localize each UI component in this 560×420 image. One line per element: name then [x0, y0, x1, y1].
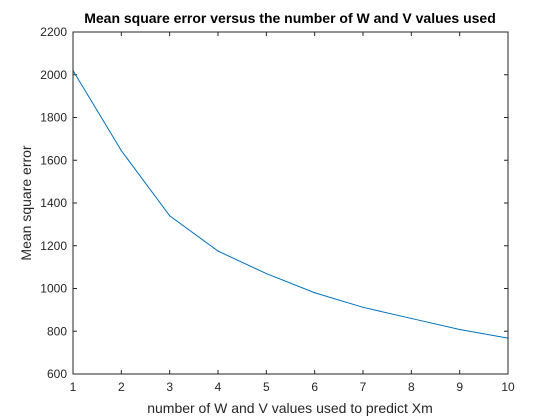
- data-point: [314, 292, 316, 294]
- series-layer: [72, 69, 509, 339]
- data-point: [265, 272, 267, 275]
- y-tick-label: 800: [47, 324, 67, 338]
- y-tick-label: 1400: [40, 196, 67, 210]
- x-tick-label: 1: [70, 380, 77, 394]
- data-point: [120, 150, 122, 152]
- x-tick-label: 3: [166, 380, 173, 394]
- x-tick-label: 5: [263, 380, 270, 394]
- data-point: [362, 306, 364, 308]
- y-tick-label: 2200: [40, 25, 67, 39]
- x-tick-label: 8: [408, 380, 415, 394]
- series-line: [72, 70, 509, 339]
- data-point: [169, 215, 171, 217]
- data-point: [410, 317, 412, 320]
- y-tick-label: 1000: [40, 282, 67, 296]
- x-tick-label: 9: [456, 380, 463, 394]
- chart-title: Mean square error versus the number of W…: [84, 10, 496, 26]
- data-point: [459, 328, 461, 331]
- y-axis-label: Mean square error: [18, 145, 34, 261]
- data-point: [217, 250, 219, 252]
- y-tick-label: 1200: [40, 239, 67, 253]
- y-tick-label: 1800: [40, 111, 67, 125]
- plot-area: [73, 32, 508, 374]
- x-axis-label: number of W and V values used to predict…: [147, 400, 433, 416]
- y-tick-label: 600: [47, 367, 67, 381]
- y-tick-label: 1600: [40, 153, 67, 167]
- x-tick-label: 7: [360, 380, 367, 394]
- x-tick-label: 6: [311, 380, 318, 394]
- tick-labels: 1 2 3 4 5 6 7 8 9 10 600 800 1000 1200 1400 1600 1800 200…: [40, 25, 515, 394]
- x-tick-label: 4: [215, 380, 222, 394]
- y-tick-label: 2000: [40, 68, 67, 82]
- x-tick-label: 2: [118, 380, 125, 394]
- x-tick-label: 10: [501, 380, 515, 394]
- plot-frame: [72, 31, 509, 375]
